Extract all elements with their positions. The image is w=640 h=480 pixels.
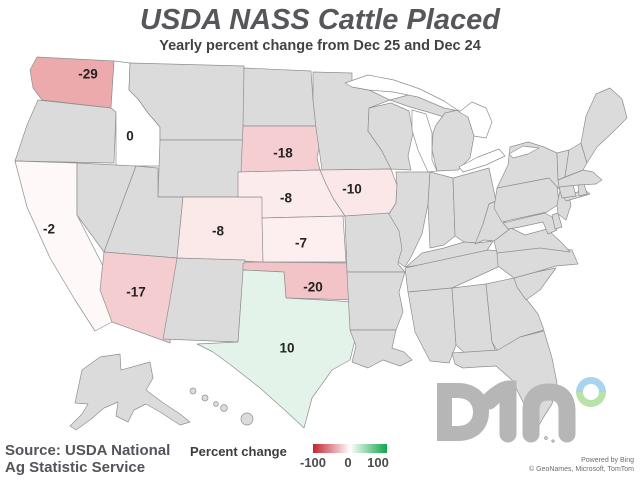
dtn-letter-d (437, 383, 489, 441)
page-subtitle: Yearly percent change from Dec 25 and De… (159, 38, 481, 54)
state-value-label-AZ: -17 (126, 285, 146, 300)
state-WY (157, 139, 245, 198)
powered-by-bing: Powered by Bing (581, 457, 634, 464)
state-RI (577, 183, 588, 197)
lake-superior (344, 74, 460, 112)
state-TX (196, 269, 364, 429)
state-HI-maui (220, 404, 228, 412)
state-AZ (99, 251, 178, 344)
legend-min-label: -100 (299, 455, 327, 470)
lake-huron (458, 101, 493, 139)
lake-michigan (411, 109, 438, 173)
state-value-label-CA: -2 (43, 222, 55, 237)
state-OR (14, 99, 117, 164)
source-line-2: Ag Statistic Service (5, 459, 146, 476)
state-value-label-IA: -10 (342, 182, 362, 197)
state-MI (431, 109, 475, 172)
state-MD (502, 212, 558, 235)
state-AK (69, 353, 191, 431)
state-value-label-KS: -7 (295, 236, 307, 251)
state-WI (367, 102, 414, 171)
state-MA (557, 169, 603, 188)
state-MS (407, 287, 457, 364)
state-LA (349, 329, 413, 369)
state-KS (261, 215, 347, 263)
copyright-line: © GeoNames, Microsoft, TomTom (529, 466, 634, 473)
dtn-ring-bottom (576, 392, 606, 407)
florida-keys (544, 436, 548, 440)
page-title: USDA NASS Cattle Placed (140, 4, 500, 36)
state-HI-big-island (240, 412, 254, 426)
state-value-label-ID: 0 (126, 129, 134, 144)
state-IN (427, 171, 456, 249)
legend-title: Percent change (190, 444, 287, 459)
state-HI-kauai (189, 387, 197, 395)
state-value-label-SD: -18 (273, 146, 293, 161)
state-NM (162, 257, 246, 343)
legend-gradient-bar (313, 444, 387, 453)
state-DE (551, 212, 563, 230)
state-HI-oahu (201, 394, 209, 402)
lake-ontario (508, 145, 540, 159)
state-AR (346, 271, 406, 331)
state-ME (580, 87, 628, 164)
state-value-label-TX: 10 (279, 341, 294, 356)
florida-keys-2 (551, 439, 555, 443)
state-value-label-CO: -8 (212, 224, 224, 239)
legend-max-label: 100 (367, 455, 389, 470)
state-value-label-NE: -8 (280, 191, 292, 206)
state-value-labels: -29 0 -2 -17 -18 -8 -8 -7 -10 -20 10 (43, 67, 362, 356)
map-attribution: Powered by Bing © GeoNames, Microsoft, T… (529, 456, 634, 474)
state-ND (242, 67, 317, 127)
lake-erie (458, 148, 506, 173)
state-value-label-WA: -29 (78, 67, 98, 82)
state-NH (564, 142, 588, 178)
state-VA (493, 227, 571, 254)
state-value-label-OK: -20 (303, 280, 323, 295)
dtn-ring-top (576, 377, 606, 392)
source-line-1: Source: USDA National (5, 442, 171, 459)
dtn-letter-t (480, 380, 517, 443)
state-HI-molokai (213, 401, 219, 407)
source-note: Source: USDA National Ag Statistic Servi… (5, 442, 170, 476)
legend-mid-label: 0 (344, 455, 352, 470)
